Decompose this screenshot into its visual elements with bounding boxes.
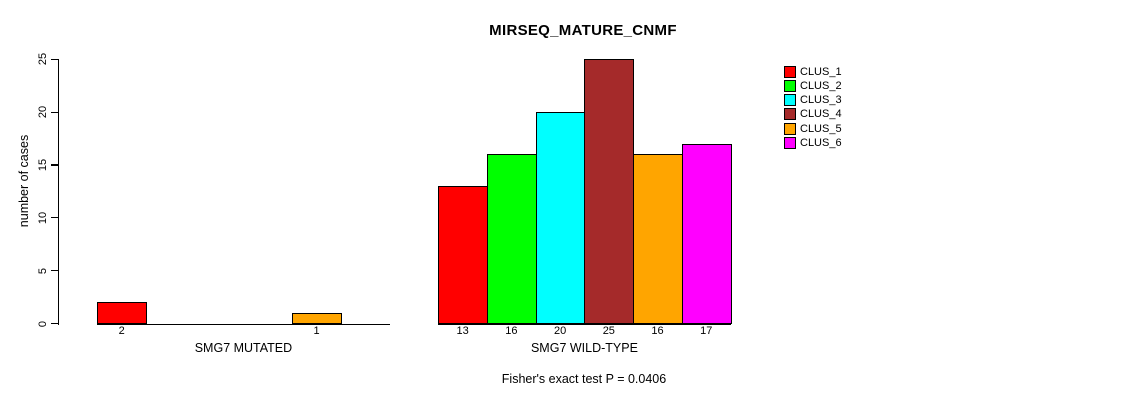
y-axis-tick: [51, 164, 58, 166]
legend-color-swatch: [784, 137, 796, 150]
bar-value-label: 13: [456, 325, 469, 337]
y-axis-tick-label: 10: [37, 211, 49, 224]
x-axis-baseline: [97, 323, 390, 325]
bar-value-label: 17: [700, 325, 713, 337]
y-axis-tick-label: 5: [37, 267, 49, 274]
bar-value-label: 16: [505, 325, 518, 337]
y-axis-tick-label: 0: [37, 320, 49, 327]
legend-color-swatch: [784, 94, 796, 107]
bar-clus-2-smg7-wild-type: [487, 154, 537, 325]
y-axis-label: number of cases: [17, 134, 31, 228]
legend-label: CLUS_2: [800, 79, 842, 92]
legend-color-swatch: [784, 108, 796, 121]
y-axis-tick-label: 25: [37, 53, 49, 66]
y-axis-tick: [51, 217, 58, 219]
legend-item-clus_3: CLUS_3: [784, 94, 842, 107]
legend-label: CLUS_5: [800, 122, 842, 135]
legend-item-clus_2: CLUS_2: [784, 79, 842, 92]
bar-clus-1-smg7-mutated: [97, 302, 148, 325]
legend-label: CLUS_4: [800, 108, 842, 121]
bar-value-label: 20: [553, 325, 567, 337]
legend-color-swatch: [784, 122, 796, 135]
bar-clus-4-smg7-wild-type: [584, 59, 635, 325]
bar-clus-5-smg7-wild-type: [633, 154, 683, 325]
legend-color-swatch: [784, 79, 796, 92]
bar-clus-3-smg7-wild-type: [535, 112, 586, 325]
bar-clus-5-smg7-mutated: [292, 312, 342, 325]
group-label-smg7-mutated: SMG7 MUTATED: [194, 341, 293, 355]
bar-value-label: 2: [118, 325, 125, 337]
legend-label: CLUS_6: [800, 137, 842, 150]
bar-clus-6-smg7-wild-type: [681, 143, 732, 325]
legend-label: CLUS_3: [800, 94, 842, 107]
bar-value-label: 25: [602, 325, 615, 337]
bar-value-label: 1: [313, 325, 320, 337]
legend-item-clus_6: CLUS_6: [784, 137, 842, 150]
y-axis-tick-label: 20: [37, 106, 49, 119]
legend-label: CLUS_1: [800, 65, 842, 78]
group-label-smg7-wild-type: SMG7 WILD-TYPE: [530, 341, 638, 355]
y-axis-tick: [51, 322, 58, 325]
legend-color-swatch: [784, 65, 796, 78]
legend-item-clus_5: CLUS_5: [784, 122, 842, 135]
y-axis-tick: [51, 270, 58, 272]
y-axis-tick: [51, 58, 58, 60]
chart-title: MIRSEQ_MATURE_CNMF: [489, 22, 677, 39]
y-axis-line: [57, 58, 59, 325]
y-axis-tick: [51, 111, 58, 113]
legend-item-clus_4: CLUS_4: [784, 108, 842, 121]
bar-value-label: 16: [651, 325, 664, 337]
y-axis-tick-label: 15: [37, 158, 49, 172]
bar-clus-1-smg7-wild-type: [438, 186, 489, 325]
legend-item-clus_1: CLUS_1: [784, 65, 842, 78]
fisher-test-annotation: Fisher's exact test P = 0.0406: [501, 372, 667, 386]
